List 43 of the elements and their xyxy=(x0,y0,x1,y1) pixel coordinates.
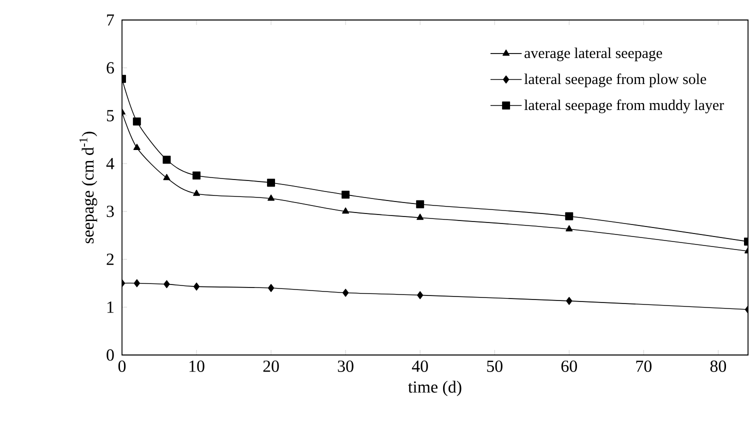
legend-label: average lateral seepage xyxy=(524,48,662,62)
point xyxy=(417,291,424,300)
y-tick-label: 0 xyxy=(106,349,114,361)
legend-label: lateral seepage from plow sole xyxy=(524,73,706,88)
point xyxy=(193,190,200,196)
x-tick-label: 10 xyxy=(190,360,204,372)
point xyxy=(566,225,573,232)
y-tick-label: 2 xyxy=(106,254,114,265)
point xyxy=(163,174,170,180)
point xyxy=(193,282,200,291)
y-tick-label: 5 xyxy=(106,110,114,122)
x-tick-label: 30 xyxy=(338,360,354,372)
x-tick-label: 0 xyxy=(118,360,126,372)
x-tick-label: 80 xyxy=(710,360,726,372)
x-axis-title: time (d) xyxy=(408,380,462,396)
point xyxy=(267,178,276,187)
point xyxy=(133,144,140,150)
x-tick-label: 50 xyxy=(487,360,502,372)
point xyxy=(164,280,170,288)
y-tick-label: 3 xyxy=(106,206,114,218)
x-tick-label: 60 xyxy=(561,360,577,372)
point xyxy=(342,207,350,214)
legend-label: lateral seepage from muddy layer xyxy=(524,99,724,114)
point xyxy=(134,279,140,288)
x-tick-label: 20 xyxy=(263,360,279,372)
x-tick-label: 40 xyxy=(412,360,428,372)
point xyxy=(192,172,201,180)
point xyxy=(566,296,572,305)
point xyxy=(342,190,350,199)
point xyxy=(342,288,349,297)
point xyxy=(565,212,574,220)
y-tick-label: 7 xyxy=(107,14,114,26)
y-tick-label: 4 xyxy=(106,158,114,170)
x-tick-label: 70 xyxy=(636,360,652,372)
y-tick-label: 6 xyxy=(106,62,114,74)
point xyxy=(268,284,274,292)
point xyxy=(416,214,424,220)
point xyxy=(416,200,424,208)
y-tick-label: 1 xyxy=(107,302,114,313)
point xyxy=(268,194,275,201)
y-axis-title: seepage (cm d$^{-1}$) xyxy=(79,132,98,244)
point xyxy=(162,156,171,164)
point xyxy=(132,117,141,126)
